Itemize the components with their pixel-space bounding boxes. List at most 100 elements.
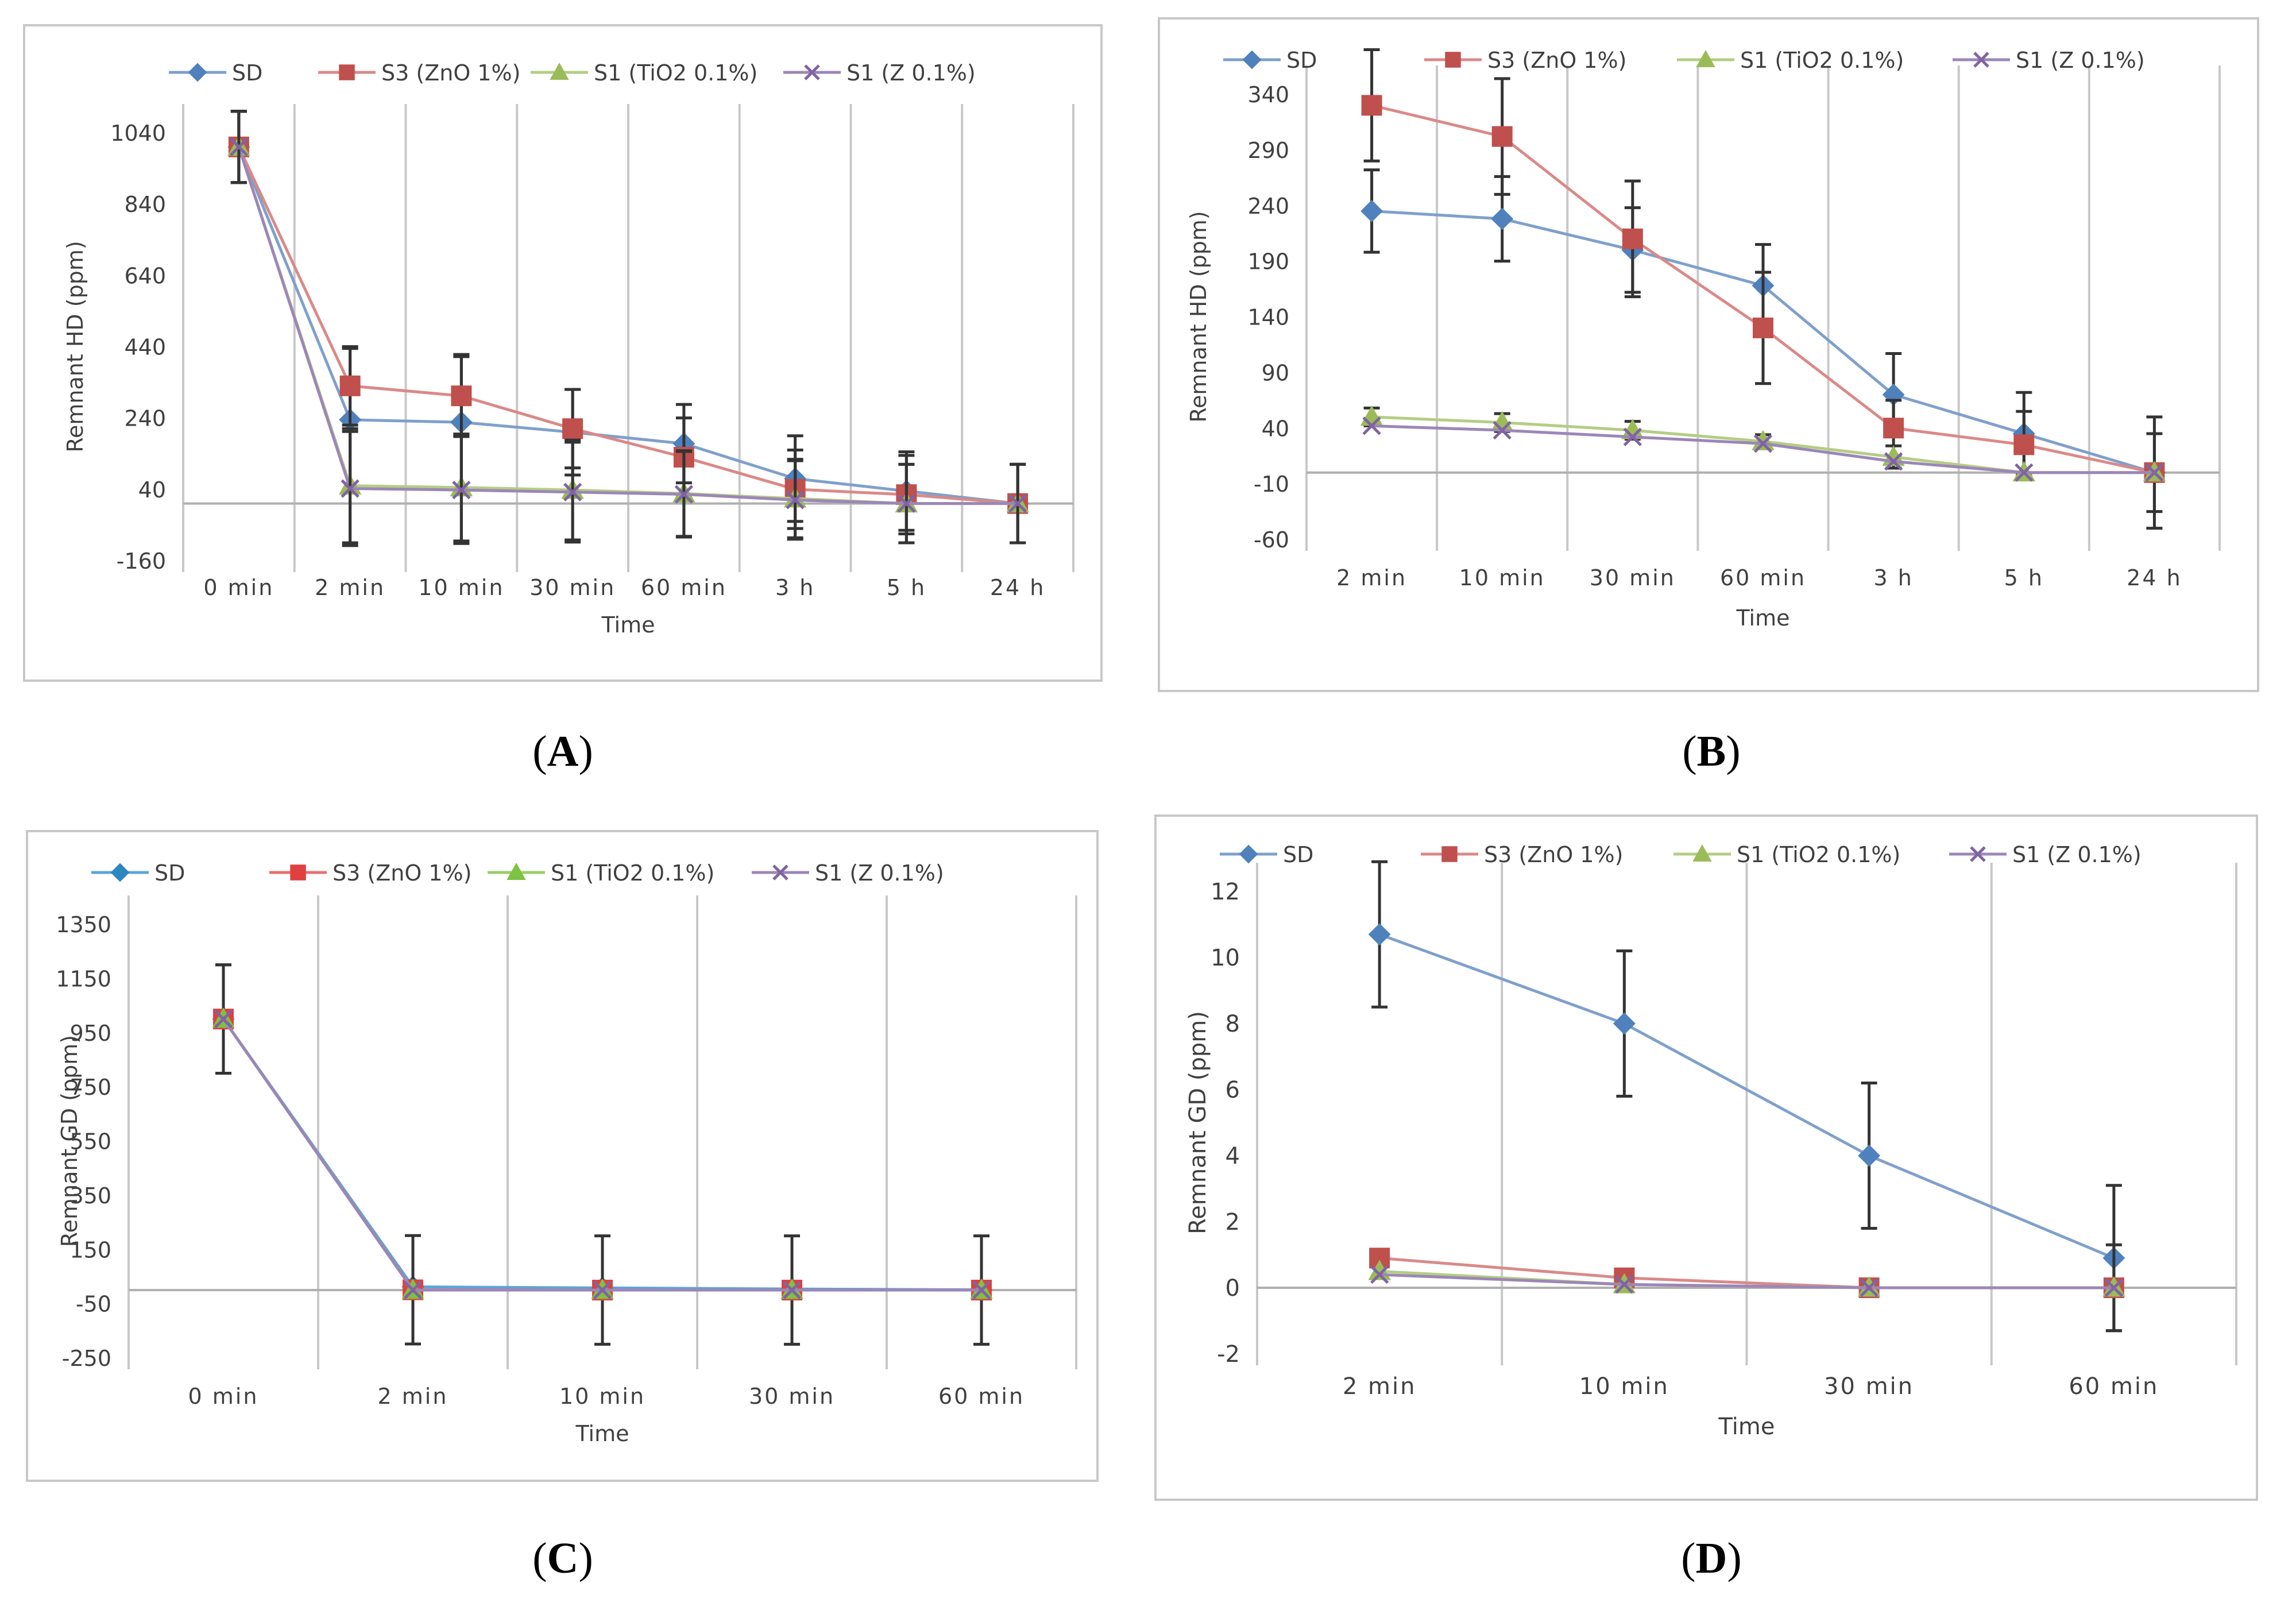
chart-b-point (1491, 207, 1514, 230)
chart-c-ytick-label: -250 (62, 1346, 111, 1371)
chart-d-xtick-label: 10 min (1579, 1373, 1669, 1400)
chart-b-point (1493, 420, 1512, 440)
chart-b-ylabel: Remnant HD (ppm) (1186, 211, 1211, 422)
chart-b-point (1491, 126, 1513, 147)
chart-b-point (1883, 418, 1904, 439)
chart-c-legend-marker (772, 864, 788, 881)
chart-b-point (1884, 452, 1903, 471)
chart-c-xtick-label: 10 min (559, 1384, 645, 1409)
chart-c-series-3 (214, 1009, 991, 1300)
chart-d-ytick-label: 0 (1226, 1275, 1240, 1302)
chart-a-series-line (237, 146, 1018, 505)
chart-a-legend-marker-stroke-b (804, 64, 820, 80)
chart-b-point-stroke-b (1623, 427, 1642, 446)
chart-c-ylabel: Remnant GD (ppm) (57, 1035, 82, 1247)
chart-a-legend-item: SD (169, 60, 262, 86)
chart-d-ytick-label: 6 (1226, 1077, 1240, 1103)
chart-d-ytick-label: -2 (1217, 1341, 1240, 1368)
chart-c-legend-item: S3 (ZnO 1%) (269, 860, 471, 886)
chart-a-series-line (237, 146, 1018, 505)
chart-c-ytick-label: -50 (76, 1292, 111, 1317)
chart-b-ytick-label: 240 (1247, 194, 1289, 219)
chart-b-legend-item: SD (1223, 48, 1317, 73)
chart-d-legend-label: S3 (ZnO 1%) (1484, 842, 1623, 867)
chart-b-legend-item: S3 (ZnO 1%) (1424, 48, 1626, 73)
chart-c-legend-marker (110, 863, 130, 882)
chart-b-xtick-label: 10 min (1459, 565, 1545, 590)
chart-d-series-line (1379, 1273, 2114, 1289)
chart-c-point (972, 1280, 991, 1300)
chart-d-point-stroke-b (1615, 1275, 1634, 1294)
chart-a-point (341, 479, 360, 498)
chart-c-ytick-label: 550 (69, 1129, 111, 1155)
chart-c-xtick-label: 2 min (378, 1384, 449, 1409)
chart-d-xtick-label: 2 min (1343, 1373, 1417, 1400)
chart-c-point (214, 1009, 233, 1029)
chart-d-xtick-label: 30 min (1824, 1373, 1914, 1400)
chart-a-xtick-label: 5 h (887, 575, 926, 600)
chart-c-legend-label: S1 (TiO2 0.1%) (551, 860, 714, 886)
chart-b-legend-label: SD (1286, 48, 1317, 73)
chart-c-xlabel: Time (575, 1421, 629, 1446)
chart-a-legend-label: SD (232, 60, 262, 86)
chart-b-point-stroke-b (1362, 416, 1381, 435)
chart-d-point-stroke-b (1370, 1265, 1389, 1284)
chart-b-xtick-label: 30 min (1590, 565, 1676, 590)
chart-a-point (563, 482, 582, 501)
chart-d-ytick-label: 2 (1226, 1209, 1240, 1236)
chart-a-series-3 (229, 110, 1027, 547)
chart-a-point-stroke-b (897, 494, 916, 513)
chart-c-point (403, 1280, 423, 1300)
chart-d-series-line (1379, 933, 2115, 1260)
chart-a-legend-marker (188, 63, 207, 82)
chart-a-legend-label: S1 (TiO2 0.1%) (594, 60, 757, 86)
chart-a-ytick-label: 840 (124, 192, 166, 217)
chart-a-xtick-label: 60 min (641, 575, 727, 600)
chart-c-point (782, 1280, 802, 1300)
chart-d-legend-item: SD (1220, 842, 1313, 867)
chart-a-xlabel: Time (601, 612, 655, 638)
chart-c-point-stroke-b (972, 1280, 991, 1300)
chart-d-series-3 (1370, 1265, 2124, 1298)
chart-a-point-stroke-b (563, 482, 582, 501)
chart-d-ytick-label: 10 (1211, 945, 1240, 971)
chart-b-point-stroke-b (2145, 463, 2164, 482)
chart-a-ytick-label: 640 (124, 263, 166, 288)
chart-b-xtick-label: 24 h (2127, 565, 2182, 590)
chart-c-ytick-label: 950 (69, 1021, 111, 1046)
chart-d-legend-item: S3 (ZnO 1%) (1421, 842, 1623, 867)
caption-a: (A) (532, 727, 593, 775)
chart-a-point (451, 385, 472, 407)
chart-c-xtick-label: 60 min (938, 1384, 1025, 1409)
chart-b-point (2013, 434, 2035, 455)
chart-c-legend-label: S1 (Z 0.1%) (815, 860, 944, 886)
chart-d-point (2104, 1278, 2124, 1298)
chart-d-legend-marker (1441, 846, 1458, 862)
chart-panel-a: 1040 840 640 440 240 40 -160 0 min 2 min 10 min 30… (23, 24, 1103, 682)
chart-a-ytick-label: 440 (124, 335, 166, 360)
chart-b-ytick-label: 340 (1247, 82, 1289, 107)
chart-d-svg: 12 10 8 6 4 2 0 -2 2 min 10 min 30 min 60 min Time Re… (1185, 842, 2237, 1440)
chart-a-point-stroke-b (229, 137, 249, 157)
chart-a-xtick-label: 10 min (418, 575, 504, 600)
chart-c-ytick-label: 350 (69, 1183, 111, 1209)
chart-d-xtick-label: 60 min (2069, 1373, 2159, 1400)
chart-a-svg: 1040 840 640 440 240 40 -160 0 min 2 min 10 min 30… (63, 60, 1074, 638)
chart-c-svg: 1350 1150 950 750 550 350 150 -50 -250 0 min 2 min… (56, 860, 1077, 1446)
chart-b-ytick-label: 190 (1247, 249, 1289, 275)
chart-d-xlabel: Time (1718, 1414, 1775, 1440)
chart-a-ytick-label: 240 (124, 406, 166, 431)
chart-a-legend-marker (339, 64, 355, 80)
chart-b-xtick-label: 5 h (2004, 565, 2044, 590)
chart-b-legend-marker-stroke-b (1973, 52, 1989, 68)
chart-b-legend-label: S1 (TiO2 0.1%) (1740, 48, 1904, 73)
chart-b-xlabel: Time (1736, 605, 1790, 631)
chart-b-point-stroke-b (1884, 452, 1903, 471)
chart-b-point (1362, 416, 1381, 435)
chart-c-ytick-label: 750 (69, 1075, 111, 1100)
chart-b-point-stroke-b (1753, 434, 1773, 453)
chart-a-legend-marker (550, 62, 569, 80)
chart-a-legend-marker (804, 64, 820, 80)
chart-b-point (1623, 427, 1642, 446)
chart-a-ytick-label: 1040 (110, 121, 166, 146)
